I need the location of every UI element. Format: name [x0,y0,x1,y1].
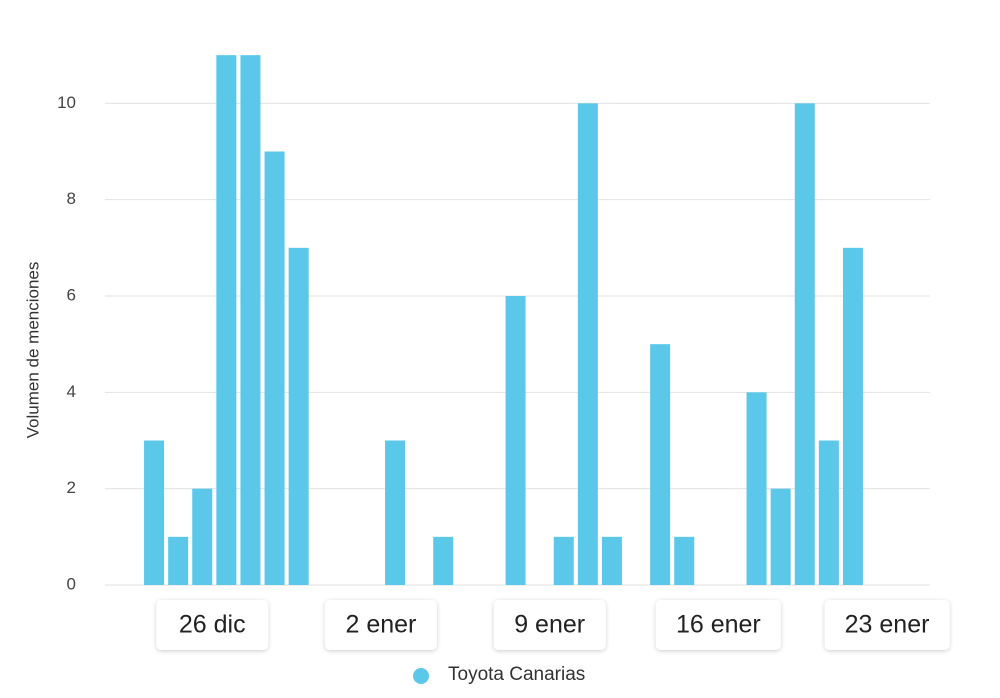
bar [264,151,285,585]
y-tick-label: 2 [67,478,76,497]
bar [770,488,791,585]
y-tick-label: 4 [67,382,76,401]
bar [842,247,863,586]
x-tick-label-box: 16 ener [655,600,781,650]
bar [385,440,406,585]
y-tick-label: 0 [67,574,76,593]
y-tick-label: 10 [57,93,76,112]
bar [192,488,213,585]
bar [433,536,454,585]
bar [650,344,671,585]
x-tick-label-box: 9 ener [493,600,606,650]
bar [818,440,839,585]
x-tick-label: 16 ener [676,611,761,639]
bar [746,392,767,585]
x-tick-label: 2 ener [346,611,417,639]
x-tick-label: 9 ener [514,611,585,639]
bar [288,247,309,586]
label-box [324,600,437,650]
bar [794,103,815,585]
y-axis-label: Volumen de menciones [23,262,42,439]
bar [144,440,165,585]
label-box [493,600,606,650]
bar [601,536,622,585]
bar [577,103,598,585]
label-box [156,600,269,650]
legend-label: Toyota Canarias [448,664,585,685]
label-box [655,600,781,650]
bar [505,296,526,585]
bar [240,55,261,585]
bar [216,55,237,585]
x-tick-label-box: 2 ener [324,600,437,650]
x-tick-label-box: 26 dic [156,600,269,650]
y-tick-label: 8 [67,189,76,208]
x-tick-label: 26 dic [179,611,246,639]
bar [553,536,574,585]
y-tick-label: 6 [67,285,76,304]
label-box [824,600,950,650]
x-tick-label-box: 23 ener [824,600,950,650]
bar [168,536,189,585]
legend-marker [413,668,429,684]
x-tick-label: 23 ener [845,611,930,639]
bar [674,536,695,585]
